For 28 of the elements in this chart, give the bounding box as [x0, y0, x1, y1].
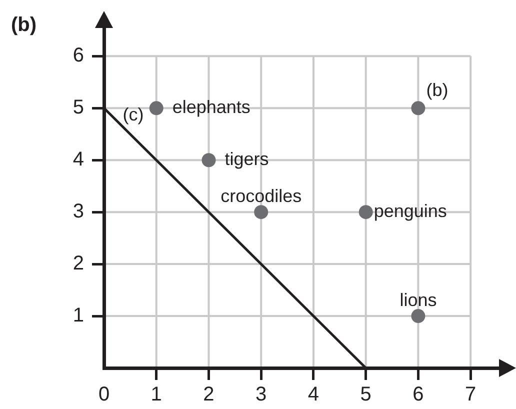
- x-tick-label: 6: [412, 384, 424, 406]
- annotation: (c): [122, 104, 144, 125]
- x-tick-label: 1: [150, 384, 162, 406]
- y-tick-label: 4: [72, 148, 84, 171]
- annotation: lions: [400, 290, 437, 310]
- x-tick-label: 2: [203, 384, 214, 406]
- point: [149, 101, 164, 116]
- y-tick-label: 5: [72, 96, 84, 119]
- point: [358, 205, 373, 220]
- chart-title: (b): [11, 14, 37, 36]
- x-tick-label: 5: [360, 384, 372, 406]
- y-tick-label: 3: [72, 200, 84, 223]
- x-tick-label: 4: [308, 384, 320, 406]
- x-tick-label: 3: [256, 384, 267, 406]
- x-tick-label: 0: [98, 384, 110, 406]
- point: [411, 309, 426, 324]
- annotation: crocodiles: [220, 186, 302, 206]
- point: [202, 153, 216, 168]
- x-tick-label: 7: [465, 384, 476, 406]
- annotation: penguins: [374, 201, 447, 222]
- y-tick-label: 2: [72, 252, 84, 275]
- y-tick-label: 6: [72, 44, 84, 67]
- y-tick-label: 1: [72, 304, 84, 327]
- annotation: elephants: [172, 97, 250, 118]
- point: [254, 205, 268, 220]
- annotation: tigers: [224, 149, 269, 170]
- annotation: (b): [426, 80, 448, 100]
- point: [411, 101, 426, 116]
